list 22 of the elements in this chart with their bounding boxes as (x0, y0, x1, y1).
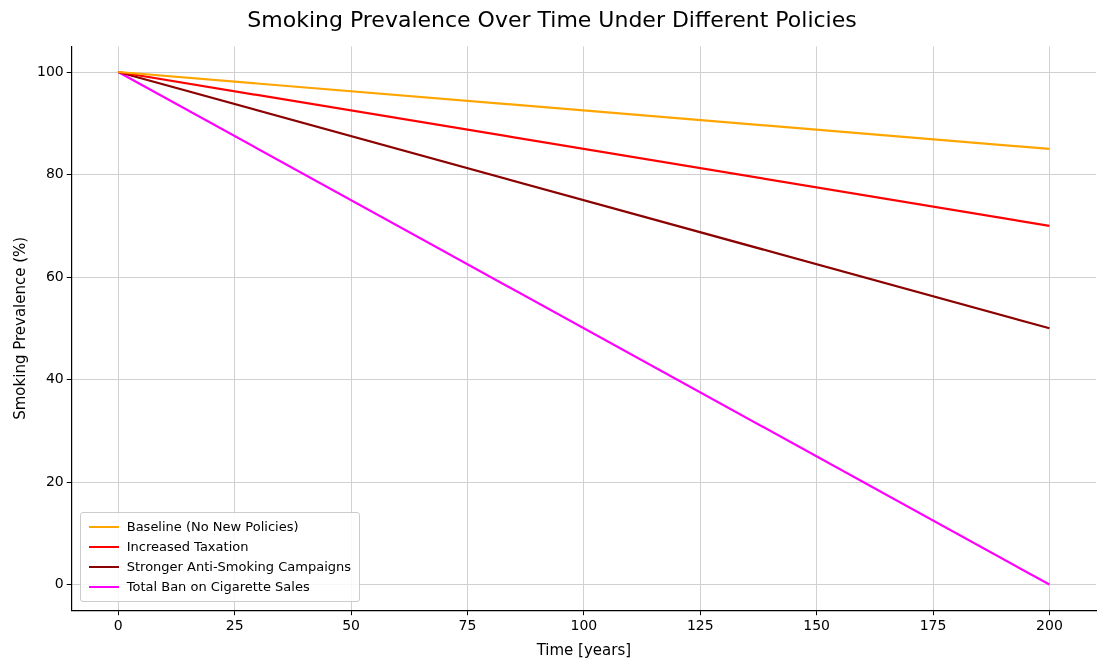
x-axis-title: Time [years] (535, 640, 632, 659)
x-tick-label: 75 (458, 617, 477, 634)
y-tick-label: 60 (45, 267, 64, 284)
y-tick-label: 0 (54, 575, 64, 592)
x-tick-label: 175 (919, 617, 947, 634)
y-tick-label: 80 (45, 165, 64, 182)
y-tick-label: 20 (45, 472, 64, 489)
legend-label: Stronger Anti-Smoking Campaigns (126, 558, 352, 577)
x-tick-label: 50 (342, 617, 360, 634)
x-tick-label: 100 (570, 617, 598, 634)
x-tick-label: 25 (225, 617, 244, 634)
x-tick-label: 125 (686, 617, 714, 634)
y-tick-label: 40 (45, 370, 64, 387)
y-axis-title: Smoking Prevalence (%) (10, 236, 29, 420)
legend-label: Total Ban on Cigarette Sales (126, 578, 310, 597)
x-tick-label: 150 (803, 617, 831, 634)
legend-label: Baseline (No New Policies) (126, 518, 299, 537)
x-tick-label: 0 (113, 617, 123, 634)
legend-label: Increased Taxation (126, 538, 249, 557)
x-tick-label: 200 (1036, 617, 1063, 634)
chart-title: Smoking Prevalence Over Time Under Different Policies (247, 6, 857, 32)
y-tick-label: 100 (36, 62, 64, 79)
